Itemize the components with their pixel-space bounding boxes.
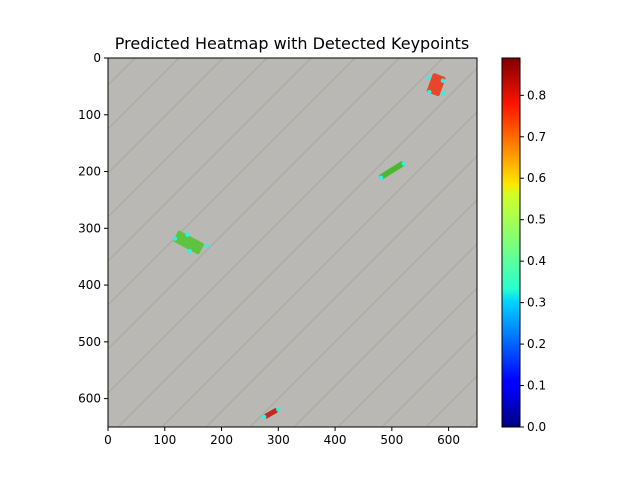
plank-line [381, 331, 477, 427]
keypoint [261, 414, 267, 419]
keypoint [276, 407, 281, 412]
x-tick-label: 500 [380, 433, 403, 447]
detected-objects [173, 73, 446, 419]
plank-line [117, 67, 477, 427]
floor-background [108, 58, 477, 427]
y-tick-label: 100 [78, 108, 101, 122]
object-mid-right [379, 161, 405, 180]
x-tick-label: 300 [267, 433, 290, 447]
x-tick-label: 200 [210, 433, 233, 447]
plank-line [108, 58, 268, 218]
keypoint [187, 248, 192, 254]
y-tick-label: 300 [78, 221, 101, 235]
heatmap-plot-area [107, 48, 640, 437]
y-tick-label: 600 [78, 392, 101, 406]
colorbar-tick-label: 0.1 [527, 379, 546, 393]
keypoint [440, 78, 446, 83]
plank-line [636, 48, 640, 437]
keypoint [426, 75, 431, 81]
y-tick-label: 0 [93, 51, 101, 65]
chart-title: Predicted Heatmap with Detected Keypoint… [115, 34, 469, 53]
keypoint [378, 175, 384, 180]
plank-line [108, 58, 224, 174]
x-tick-label: 600 [437, 433, 460, 447]
y-axis: 0 100 200 300 400 500 600 [78, 51, 108, 406]
plank-line [504, 48, 640, 437]
colorbar-tick-label: 0.5 [527, 213, 546, 227]
colorbar: 0.0 0.1 0.2 0.3 0.4 0.5 0.6 0.7 0.8 [501, 57, 546, 434]
keypoint [172, 236, 178, 241]
x-tick-label: 0 [104, 433, 112, 447]
plank-line [548, 48, 640, 437]
plank-line [108, 58, 444, 394]
colorbar-tick-label: 0.6 [527, 171, 546, 185]
keypoint [185, 232, 190, 237]
colorbar-frame [501, 57, 521, 428]
colorbar-tick-label: 0.3 [527, 296, 546, 310]
plank-line [108, 58, 180, 130]
x-tick-label: 400 [324, 433, 347, 447]
y-tick-label: 500 [78, 335, 101, 349]
plank-line [337, 287, 477, 427]
keypoint-markers [172, 75, 446, 419]
object-top-right [426, 73, 446, 97]
object-bottom [263, 408, 278, 419]
plank-line [592, 48, 640, 437]
plank-line [108, 58, 312, 262]
y-tick-label: 200 [78, 165, 101, 179]
colorbar-ticks: 0.0 0.1 0.2 0.3 0.4 0.5 0.6 0.7 0.8 [520, 88, 546, 434]
plank-line [249, 199, 477, 427]
keypoint [401, 161, 406, 166]
colorbar-tick-label: 0.2 [527, 337, 546, 351]
colorbar-gradient [502, 58, 520, 427]
plank-line [108, 58, 356, 306]
plank-line [293, 243, 477, 427]
colorbar-tick-label: 0.8 [527, 88, 546, 102]
y-tick-label: 400 [78, 278, 101, 292]
plank-line [161, 111, 477, 427]
plank-line [108, 58, 400, 350]
keypoint [204, 243, 209, 249]
x-tick-label: 100 [153, 433, 176, 447]
plank-line [469, 419, 477, 427]
colorbar-tick-label: 0.4 [527, 254, 546, 268]
plank-lines [108, 48, 640, 437]
plot-frame [107, 57, 478, 428]
colorbar-tick-label: 0.7 [527, 130, 546, 144]
x-axis: 0 100 200 300 400 500 600 [104, 427, 460, 447]
keypoint [440, 90, 446, 96]
plank-line [205, 155, 477, 427]
keypoint [427, 89, 432, 95]
colorbar-tick-label: 0.0 [527, 420, 546, 434]
object-left [173, 230, 204, 255]
